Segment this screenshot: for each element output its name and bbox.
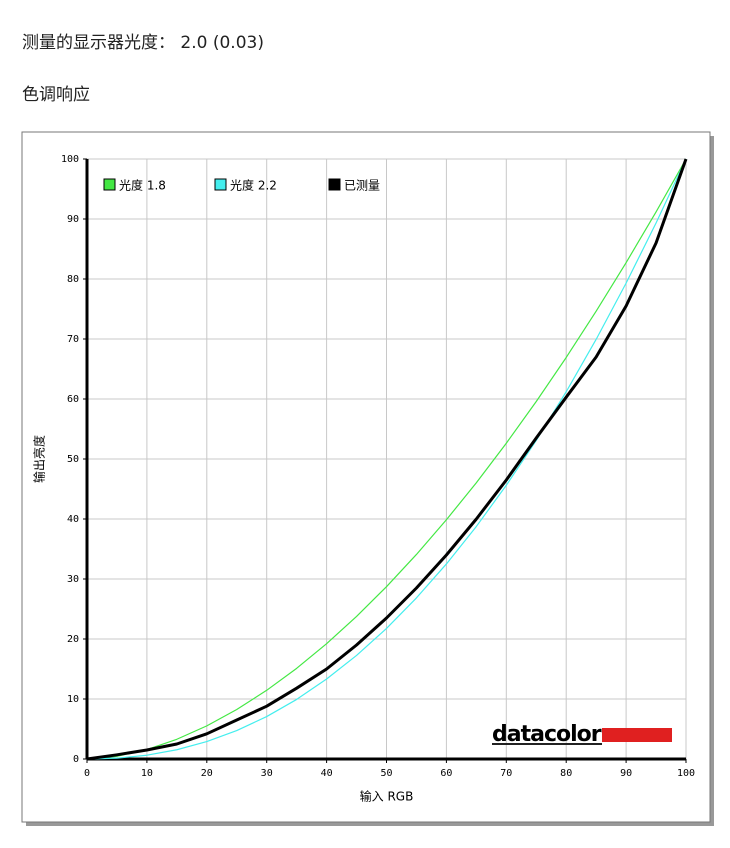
x-tick-label: 50: [380, 768, 392, 779]
y-axis-label: 输出亮度: [32, 435, 47, 483]
y-tick-label: 40: [67, 514, 79, 525]
x-tick-label: 20: [201, 768, 213, 779]
line-series: [86, 158, 688, 761]
x-tick-label: 10: [141, 768, 153, 779]
watermark-bar: [602, 728, 672, 742]
y-tick-label: 30: [67, 574, 79, 585]
legend-label: 光度 2.2: [230, 178, 277, 193]
x-tick-label: 80: [560, 768, 572, 779]
y-tick-label: 60: [67, 394, 79, 405]
legend-swatch: [328, 178, 341, 191]
legend-label: 已测量: [344, 179, 380, 193]
x-tick-label: 100: [677, 768, 695, 779]
y-tick-label: 20: [67, 634, 79, 645]
line-series: [86, 158, 687, 760]
y-tick-label: 80: [67, 274, 79, 285]
x-tick-label: 60: [440, 768, 452, 779]
x-tick-label: 40: [321, 768, 333, 779]
legend-swatch: [103, 178, 116, 191]
x-axis-label: 输入 RGB: [360, 789, 414, 804]
x-tick-label: 70: [500, 768, 512, 779]
y-tick-label: 10: [67, 694, 79, 705]
legend-label: 光度 1.8: [119, 178, 166, 193]
x-tick-label: 30: [261, 768, 273, 779]
chart-frame: [21, 131, 711, 823]
section-title: 色调响应: [22, 85, 90, 105]
y-tick-label: 50: [67, 454, 79, 465]
line-series: [86, 158, 687, 760]
watermark: datacolor: [492, 722, 602, 747]
page-title: 测量的显示器光度： 2.0 (0.03): [22, 33, 264, 53]
chart: 0 10 20 30 40 50 60 70 80 90 100 0 10 20 30 40 50 60 70 80 9…: [21, 131, 714, 826]
y-tick-label: 100: [61, 154, 79, 165]
legend-swatch: [214, 178, 227, 191]
y-tick-label: 70: [67, 334, 79, 345]
x-tick-label: 90: [620, 768, 632, 779]
y-tick-label: 90: [67, 214, 79, 225]
y-tick-label: 0: [73, 754, 79, 765]
x-tick-label: 0: [84, 768, 90, 779]
